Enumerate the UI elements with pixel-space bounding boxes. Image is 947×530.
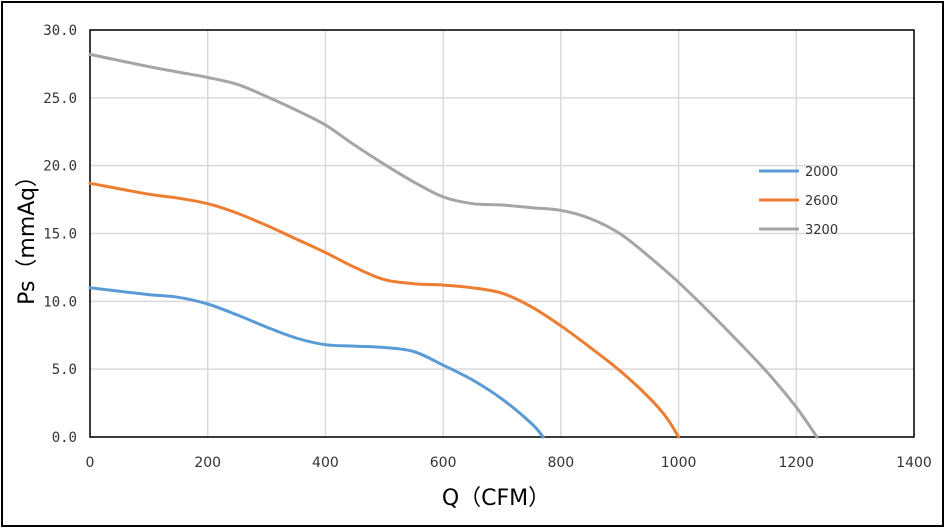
series-line-2000 bbox=[88, 286, 545, 439]
y-axis-title: Ps（mmAq） bbox=[15, 165, 40, 305]
y-tick-label: 15.0 bbox=[43, 227, 77, 243]
y-tick-label: 25.0 bbox=[43, 91, 77, 107]
x-tick-label: 600 bbox=[430, 455, 457, 471]
grid bbox=[89, 29, 915, 438]
x-tick-label: 400 bbox=[312, 455, 339, 471]
x-axis-title: Q（CFM） bbox=[442, 486, 550, 511]
x-tick-label: 0 bbox=[86, 455, 95, 471]
y-tick-label: 20.0 bbox=[43, 159, 77, 175]
y-tick-label: 10.0 bbox=[43, 294, 77, 310]
x-tick-label: 200 bbox=[194, 455, 221, 471]
legend-label-3200: 3200 bbox=[805, 223, 838, 238]
x-tick-label: 1200 bbox=[778, 455, 814, 471]
series-lines bbox=[88, 52, 819, 439]
x-tick-label: 800 bbox=[547, 455, 574, 471]
y-tick-label: 30.0 bbox=[43, 23, 77, 39]
x-tick-label: 1000 bbox=[661, 455, 697, 471]
legend-label-2600: 2600 bbox=[805, 194, 838, 209]
x-tick-labels: 0 200 400 600 800 1000 1200 1400 bbox=[86, 455, 932, 471]
y-tick-labels: 0.0 5.0 10.0 15.0 20.0 25.0 30.0 bbox=[43, 23, 77, 446]
legend: 2000 2600 3200 bbox=[759, 165, 838, 238]
x-tick-label: 1400 bbox=[896, 455, 932, 471]
series-line-3200 bbox=[88, 52, 819, 439]
legend-label-2000: 2000 bbox=[805, 165, 838, 180]
y-tick-label: 5.0 bbox=[52, 362, 77, 378]
y-tick-label: 0.0 bbox=[52, 430, 77, 446]
series-line-2600 bbox=[88, 181, 681, 439]
plot-border bbox=[89, 29, 915, 438]
